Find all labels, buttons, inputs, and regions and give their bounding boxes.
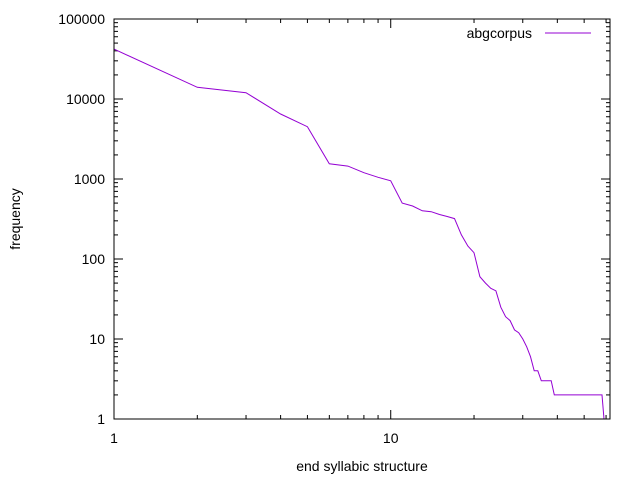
legend: abgcorpus <box>467 25 591 41</box>
y-tick-label: 10000 <box>66 91 105 107</box>
x-tick-label: 10 <box>383 430 399 446</box>
ticks-layer: 1 10 100 1000 10000 100000 1 10 <box>58 11 610 446</box>
y-tick-label: 1000 <box>74 171 105 187</box>
x-tick-label: 1 <box>110 430 118 446</box>
y-axis-label: frequency <box>7 188 23 249</box>
y-tick-label: 100 <box>82 251 106 267</box>
series-line-abgcorpus <box>113 48 605 420</box>
y-tick-label: 1 <box>97 411 105 427</box>
plot-frame <box>113 18 611 420</box>
series-layer <box>113 48 605 420</box>
x-axis-label: end syllabic structure <box>296 458 428 474</box>
y-tick-label: 100000 <box>58 11 105 27</box>
y-tick-label: 10 <box>89 331 105 347</box>
legend-label-abgcorpus: abgcorpus <box>467 25 532 41</box>
